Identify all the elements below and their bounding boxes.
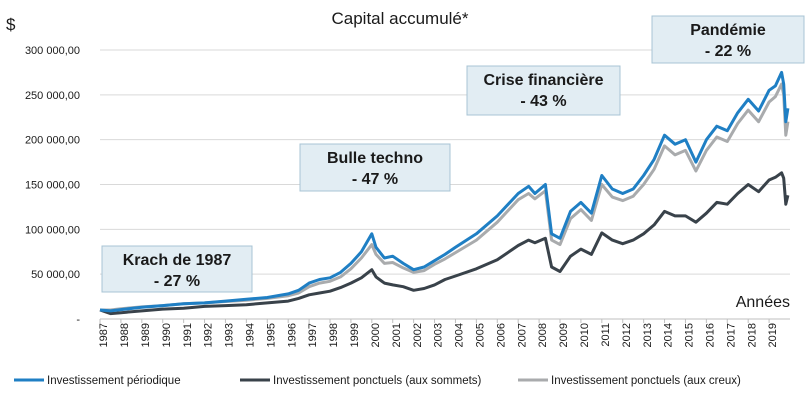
x-tick-label: 1989 — [140, 323, 152, 347]
x-tick-label: 1992 — [203, 323, 215, 347]
annotation-background — [299, 143, 451, 192]
x-tick-label: 2016 — [705, 323, 717, 347]
x-tick-label: 2019 — [767, 323, 779, 347]
x-tick-label: 2011 — [600, 323, 612, 347]
x-tick-label: 2015 — [684, 323, 696, 347]
x-tick-label: 2008 — [537, 323, 549, 347]
x-tick-label: 2017 — [725, 323, 737, 347]
legend-item: Investissement ponctuels (aux sommets) — [240, 375, 482, 387]
y-axis-unit: $ — [6, 15, 16, 34]
annotation-box: Pandémie - 22 % — [651, 15, 805, 64]
annotation-drop: - 47 % — [352, 171, 398, 188]
y-tick-label: 300 000,00 — [25, 45, 80, 57]
x-tick-label: 1991 — [182, 323, 194, 347]
x-tick-label: 1995 — [265, 323, 277, 347]
x-tick-label: 2018 — [746, 323, 758, 347]
x-tick-label: 2005 — [475, 323, 487, 347]
legend-item: Investissement périodique — [14, 375, 181, 387]
x-tick-label: 2006 — [495, 323, 507, 347]
x-tick-label: 1987 — [98, 323, 110, 347]
legend-label: Investissement ponctuels (aux sommets) — [273, 375, 482, 387]
x-tick-label: 1990 — [161, 323, 173, 347]
x-tick-label: 2000 — [370, 323, 382, 347]
annotation-title: Bulle techno — [327, 150, 423, 167]
y-tick-label: 50 000,00 — [31, 269, 80, 281]
x-tick-label: 1993 — [224, 323, 236, 347]
annotations: Krach de 1987 - 27 % Bulle techno - 47 % Cri… — [101, 15, 805, 293]
x-tick-label: 1998 — [328, 323, 340, 347]
annotation-background — [101, 245, 253, 293]
annotation-background — [651, 15, 805, 64]
x-tick-label: 2003 — [433, 323, 445, 347]
x-tick-label: 1988 — [119, 323, 131, 347]
legend-item: Investissement ponctuels (aux creux) — [518, 375, 741, 387]
y-tick-label: 250 000,00 — [25, 90, 80, 102]
annotation-box: Crise financière - 43 % — [466, 65, 621, 116]
annotation-drop: - 22 % — [705, 43, 751, 60]
chart-title: Capital accumulé* — [331, 9, 468, 28]
y-tick-label: 200 000,00 — [25, 135, 80, 147]
x-tick-label: 2001 — [391, 323, 403, 347]
annotation-title: Krach de 1987 — [123, 252, 232, 269]
legend-label: Investissement ponctuels (aux creux) — [551, 375, 741, 387]
y-tick-label: 150 000,00 — [25, 180, 80, 192]
legend-label: Investissement périodique — [47, 375, 181, 387]
series-line-1 — [99, 171, 790, 316]
x-axis-label: Années — [736, 294, 790, 311]
x-tick-label: 2009 — [558, 323, 570, 347]
x-tick-label: 2010 — [579, 323, 591, 347]
annotation-background — [466, 65, 621, 116]
x-tick-label: 2014 — [663, 323, 675, 347]
x-tick-label: 1999 — [349, 323, 361, 347]
x-tick-label: 2013 — [642, 323, 654, 347]
x-tick-label: 2012 — [621, 323, 633, 347]
annotation-box: Bulle techno - 47 % — [299, 143, 451, 192]
x-tick-label: 2004 — [454, 323, 466, 347]
series-line-2 — [100, 82, 790, 312]
series-lines — [99, 70, 790, 316]
annotation-drop: - 27 % — [154, 273, 200, 290]
x-tick-label: 1994 — [245, 323, 257, 347]
series-line-0 — [99, 70, 790, 313]
annotation-box: Krach de 1987 - 27 % — [101, 245, 253, 293]
annotation-title: Crise financière — [483, 72, 603, 89]
y-tick-label: 100 000,00 — [25, 224, 80, 236]
legend: Investissement périodique Investissement … — [14, 375, 741, 387]
x-tick-label: 1997 — [307, 323, 319, 347]
x-tick-label: 2002 — [412, 323, 424, 347]
y-tick-label: - — [76, 314, 80, 326]
annotation-drop: - 43 % — [520, 93, 566, 110]
x-tick-label: 1996 — [286, 323, 298, 347]
annotation-title: Pandémie — [690, 22, 766, 39]
axes: - 50 000,00 100 000,00 150 000,00 200 000,00… — [25, 45, 790, 347]
x-tick-label: 2007 — [516, 323, 528, 347]
